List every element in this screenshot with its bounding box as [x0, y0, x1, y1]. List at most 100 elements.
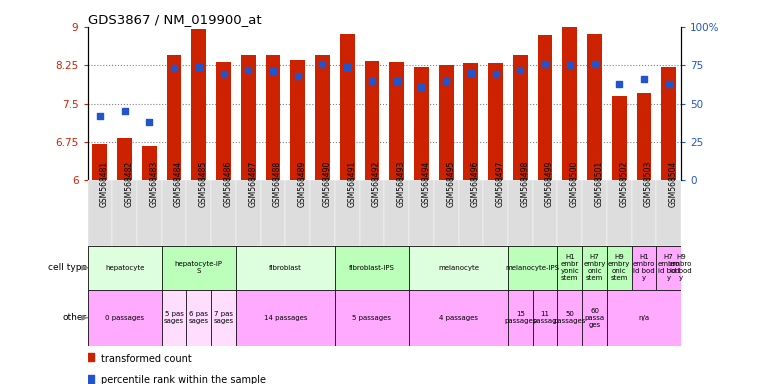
FancyBboxPatch shape — [113, 180, 137, 246]
Text: GSM568491: GSM568491 — [347, 161, 356, 207]
FancyBboxPatch shape — [310, 180, 335, 246]
FancyBboxPatch shape — [607, 246, 632, 290]
Text: H1
embro
id bod
y: H1 embro id bod y — [633, 254, 655, 281]
FancyBboxPatch shape — [607, 290, 681, 346]
Bar — [438, 65, 454, 180]
Text: 6 pas
sages: 6 pas sages — [189, 311, 209, 324]
Text: 5 passages: 5 passages — [352, 315, 391, 321]
FancyBboxPatch shape — [162, 290, 186, 346]
Bar — [538, 35, 552, 180]
Text: 5 pas
sages: 5 pas sages — [164, 311, 184, 324]
Bar — [463, 63, 478, 180]
FancyBboxPatch shape — [88, 246, 162, 290]
Text: H1
embr
yonic
stem: H1 embr yonic stem — [560, 254, 579, 281]
Bar — [240, 55, 256, 180]
Bar — [339, 34, 355, 180]
Text: 15
passages: 15 passages — [504, 311, 537, 324]
FancyBboxPatch shape — [533, 290, 557, 346]
Text: melanocyte: melanocyte — [438, 265, 479, 271]
Point — [465, 70, 477, 76]
Point — [84, 354, 97, 360]
Text: GSM568497: GSM568497 — [495, 161, 505, 207]
Text: GSM568489: GSM568489 — [298, 161, 307, 207]
Point — [84, 376, 97, 382]
Text: cell type: cell type — [48, 263, 87, 272]
Bar — [562, 27, 578, 180]
Point — [168, 65, 180, 71]
FancyBboxPatch shape — [162, 180, 186, 246]
FancyBboxPatch shape — [236, 290, 335, 346]
FancyBboxPatch shape — [236, 246, 335, 290]
Point — [218, 71, 230, 78]
Bar — [315, 55, 330, 180]
Text: H7
embro
id bod
y: H7 embro id bod y — [658, 254, 680, 281]
Text: GSM568483: GSM568483 — [149, 161, 158, 207]
Text: GSM568492: GSM568492 — [372, 161, 381, 207]
Point — [193, 64, 205, 70]
Bar — [167, 55, 182, 180]
FancyBboxPatch shape — [632, 246, 657, 290]
Text: GSM568496: GSM568496 — [471, 161, 480, 207]
Point — [94, 113, 106, 119]
Bar — [266, 55, 280, 180]
Text: GDS3867 / NM_019900_at: GDS3867 / NM_019900_at — [88, 13, 261, 26]
Text: other: other — [62, 313, 87, 322]
FancyBboxPatch shape — [335, 290, 409, 346]
Text: 11
passag: 11 passag — [533, 311, 557, 324]
Point — [291, 73, 304, 79]
FancyBboxPatch shape — [557, 180, 582, 246]
Text: GSM568490: GSM568490 — [323, 161, 332, 207]
Bar — [414, 67, 429, 180]
Text: GSM568482: GSM568482 — [125, 161, 134, 207]
Text: H9
embro
id bod
y: H9 embro id bod y — [670, 254, 693, 281]
FancyBboxPatch shape — [88, 246, 681, 290]
Point — [489, 71, 501, 78]
FancyBboxPatch shape — [508, 180, 533, 246]
FancyBboxPatch shape — [582, 290, 607, 346]
Point — [390, 78, 403, 84]
FancyBboxPatch shape — [657, 180, 681, 246]
FancyBboxPatch shape — [186, 290, 212, 346]
Text: GSM568486: GSM568486 — [224, 161, 233, 207]
FancyBboxPatch shape — [582, 180, 607, 246]
Bar — [216, 62, 231, 180]
Bar — [389, 62, 404, 180]
FancyBboxPatch shape — [434, 180, 458, 246]
Point — [267, 68, 279, 74]
Text: GSM568493: GSM568493 — [396, 161, 406, 207]
Text: 60
passa
ges: 60 passa ges — [584, 308, 604, 328]
Point — [242, 67, 254, 73]
Text: 14 passages: 14 passages — [263, 315, 307, 321]
Text: GSM568503: GSM568503 — [644, 161, 653, 207]
FancyBboxPatch shape — [88, 290, 162, 346]
FancyBboxPatch shape — [557, 290, 582, 346]
Bar — [587, 34, 602, 180]
Point — [341, 64, 353, 70]
Text: transformed count: transformed count — [100, 354, 191, 364]
Point — [613, 81, 626, 87]
Text: hepatocyte-iP
S: hepatocyte-iP S — [175, 262, 223, 274]
Text: H7
embry
onic
stem: H7 embry onic stem — [584, 254, 606, 281]
Point — [539, 61, 551, 67]
FancyBboxPatch shape — [607, 180, 632, 246]
Text: GSM568500: GSM568500 — [570, 161, 579, 207]
Point — [588, 61, 600, 67]
Point — [440, 78, 452, 84]
FancyBboxPatch shape — [582, 246, 607, 290]
FancyBboxPatch shape — [88, 180, 113, 246]
FancyBboxPatch shape — [508, 290, 533, 346]
Text: GSM568501: GSM568501 — [594, 161, 603, 207]
Point — [638, 76, 650, 82]
Bar — [612, 96, 627, 180]
FancyBboxPatch shape — [458, 180, 483, 246]
Bar — [636, 93, 651, 180]
FancyBboxPatch shape — [632, 180, 657, 246]
Point — [143, 119, 155, 125]
FancyBboxPatch shape — [186, 180, 212, 246]
FancyBboxPatch shape — [533, 180, 557, 246]
Bar — [192, 30, 206, 180]
Bar — [661, 67, 677, 180]
FancyBboxPatch shape — [657, 246, 681, 290]
FancyBboxPatch shape — [409, 180, 434, 246]
FancyBboxPatch shape — [335, 180, 359, 246]
